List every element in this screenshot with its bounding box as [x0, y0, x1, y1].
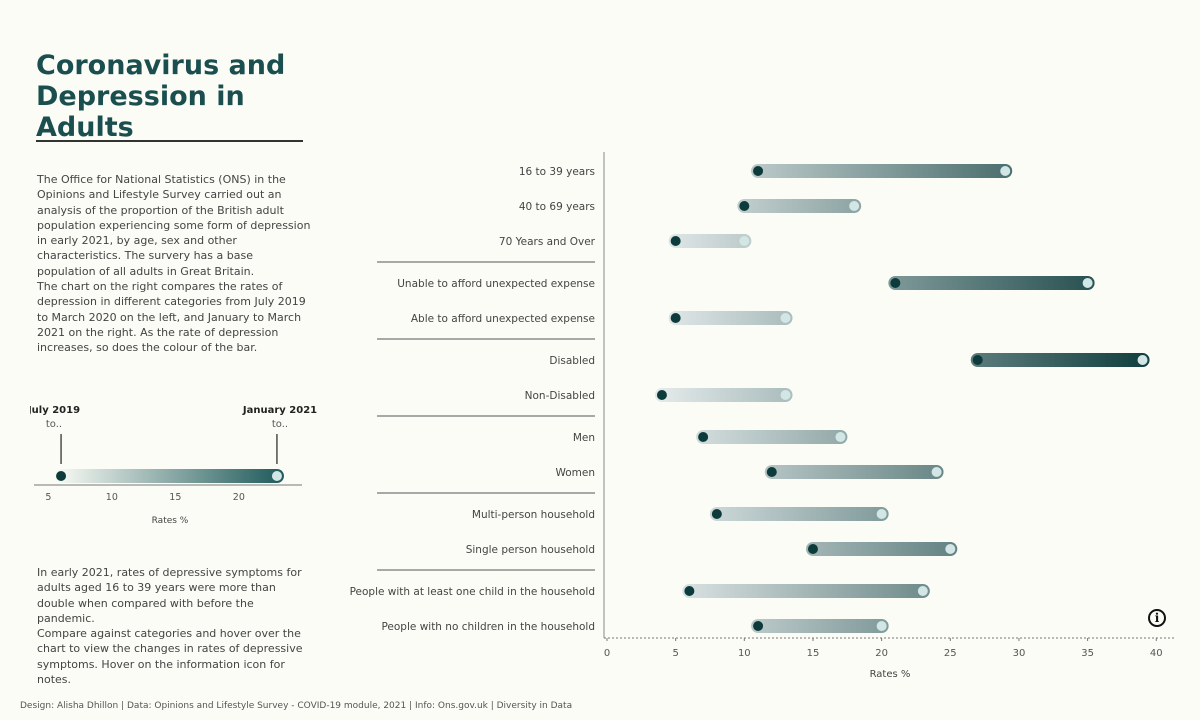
title-divider	[36, 140, 303, 142]
x-tick-label: 5	[672, 648, 678, 659]
dot-after[interactable]	[835, 432, 846, 442]
legend-tick-label: 10	[106, 492, 118, 503]
category-label: 40 to 69 years	[519, 201, 595, 213]
legend-dot-end	[271, 471, 282, 481]
instructions-paragraph: Compare against categories and hover ove…	[37, 627, 303, 686]
legend-end-sub: to..	[272, 419, 288, 430]
insight-paragraph: In early 2021, rates of depressive sympt…	[37, 566, 302, 625]
category-label: Single person household	[466, 544, 595, 556]
range-bar[interactable]	[654, 388, 793, 402]
range-bar[interactable]	[682, 584, 930, 598]
x-tick-label: 0	[604, 648, 610, 659]
range-bar[interactable]	[751, 164, 1013, 178]
dot-before[interactable]	[753, 166, 764, 176]
dot-after[interactable]	[1137, 355, 1148, 365]
category-label: Women	[555, 467, 595, 479]
dot-before[interactable]	[972, 355, 983, 365]
range-bar[interactable]	[805, 542, 958, 556]
dot-before[interactable]	[890, 278, 901, 288]
legend-tick-label: 5	[45, 492, 51, 503]
x-tick-label: 25	[944, 648, 957, 659]
legend-axis-title: Rates %	[152, 516, 189, 526]
footer-credits: Design: Alisha Dhillon | Data: Opinions …	[20, 701, 573, 711]
range-bar[interactable]	[737, 199, 862, 213]
dot-before[interactable]	[766, 467, 777, 477]
range-bar[interactable]	[668, 311, 793, 325]
category-label: Disabled	[549, 355, 595, 367]
range-bar[interactable]	[696, 430, 848, 444]
dot-before[interactable]	[698, 432, 709, 442]
dot-after[interactable]	[780, 390, 791, 400]
x-axis-title: Rates %	[870, 669, 911, 680]
range-bar[interactable]	[970, 353, 1150, 367]
legend-tick-label: 15	[169, 492, 181, 503]
dot-before[interactable]	[670, 236, 681, 246]
dot-before[interactable]	[670, 313, 681, 323]
dot-after[interactable]	[849, 201, 860, 211]
dot-before[interactable]	[684, 586, 695, 596]
legend-start-sub: to..	[46, 419, 62, 430]
dot-after[interactable]	[876, 509, 887, 519]
category-label: 16 to 39 years	[519, 166, 595, 178]
x-tick-label: 15	[807, 648, 820, 659]
legend-gradient-bar	[54, 469, 284, 483]
range-bar[interactable]	[764, 465, 944, 479]
page-title: Coronavirus and Depression in Adults	[36, 50, 286, 143]
dot-after[interactable]	[917, 586, 928, 596]
dot-after[interactable]	[739, 236, 750, 246]
category-label: Unable to afford unexpected expense	[397, 278, 595, 290]
dot-after[interactable]	[780, 313, 791, 323]
dot-after[interactable]	[931, 467, 942, 477]
color-legend: July 2019 to.. January 2021 to.. 5 10 15 20…	[30, 405, 317, 526]
intro-paragraph: The Office for National Statistics (ONS)…	[37, 173, 311, 278]
dot-before[interactable]	[739, 201, 750, 211]
legend-end-label: January 2021	[242, 405, 317, 416]
category-label: Non-Disabled	[525, 390, 595, 402]
category-label: Men	[573, 432, 595, 444]
dot-before[interactable]	[656, 390, 667, 400]
category-label: 70 Years and Over	[499, 236, 596, 248]
dot-after[interactable]	[1082, 278, 1093, 288]
category-label: Multi-person household	[472, 509, 595, 521]
category-label: People with no children in the household	[381, 621, 595, 633]
dot-before[interactable]	[807, 544, 818, 554]
range-bar[interactable]	[668, 234, 752, 248]
range-bar[interactable]	[888, 276, 1095, 290]
x-tick-label: 30	[1013, 648, 1026, 659]
legend-start-label: July 2019	[30, 405, 80, 416]
legend-tick-label: 20	[233, 492, 245, 503]
chart-explanation-paragraph: The chart on the right compares the rate…	[37, 280, 306, 355]
x-tick-label: 20	[875, 648, 888, 659]
dot-before[interactable]	[711, 509, 722, 519]
range-bar[interactable]	[709, 507, 889, 521]
x-tick-label: 10	[738, 648, 751, 659]
x-tick-label: 40	[1150, 648, 1163, 659]
dot-before[interactable]	[753, 621, 764, 631]
category-label: Able to afford unexpected expense	[411, 313, 595, 325]
category-label: People with at least one child in the ho…	[350, 586, 595, 598]
dot-after[interactable]	[876, 621, 887, 631]
range-bar[interactable]	[751, 619, 889, 633]
dot-after[interactable]	[945, 544, 956, 554]
x-tick-label: 35	[1081, 648, 1094, 659]
legend-dot-start	[56, 471, 67, 481]
dot-after[interactable]	[1000, 166, 1011, 176]
info-icon[interactable]: i	[1148, 609, 1166, 627]
